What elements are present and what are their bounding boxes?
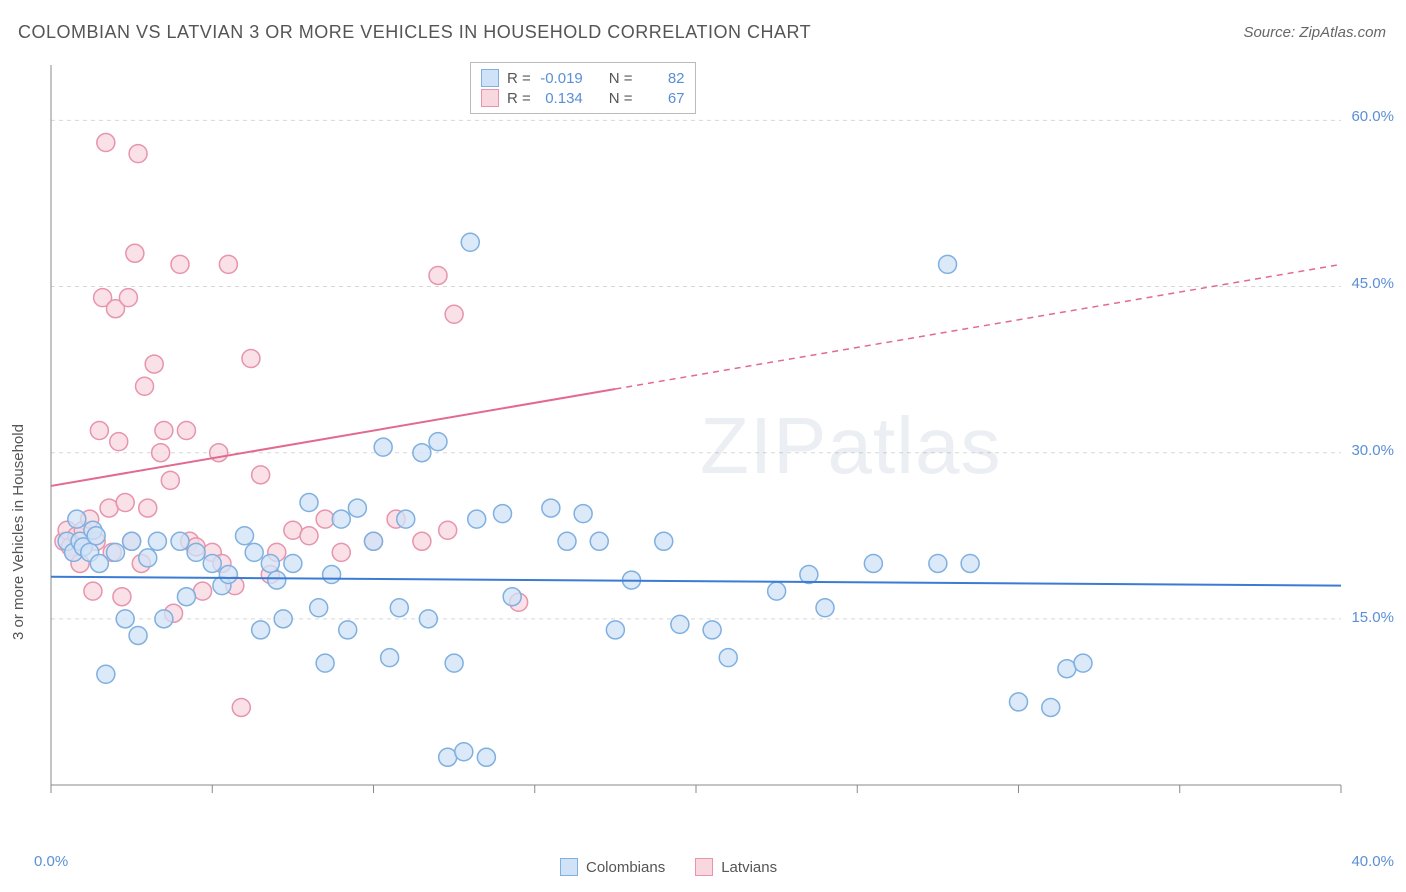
stats-row-latvians: R = 0.134 N = 67 (481, 89, 685, 107)
legend-swatch-latvians (695, 858, 713, 876)
legend: Colombians Latvians (560, 858, 777, 876)
n-label: N = (609, 70, 633, 87)
y-axis-label: 3 or more Vehicles in Household (10, 424, 27, 640)
y-tick-45: 45.0% (1351, 275, 1394, 292)
scatter-chart (46, 60, 1346, 810)
n-label-2: N = (609, 90, 633, 107)
legend-label-latvians: Latvians (721, 859, 777, 876)
stats-box: R = -0.019 N = 82 R = 0.134 N = 67 (470, 62, 696, 114)
stats-row-colombians: R = -0.019 N = 82 (481, 69, 685, 87)
legend-item-latvians: Latvians (695, 858, 777, 876)
y-tick-15: 15.0% (1351, 609, 1394, 626)
legend-label-colombians: Colombians (586, 859, 665, 876)
chart-title: COLOMBIAN VS LATVIAN 3 OR MORE VEHICLES … (18, 22, 811, 43)
r-label-2: R = (507, 90, 531, 107)
swatch-colombians (481, 69, 499, 87)
x-tick-0: 0.0% (34, 853, 68, 870)
source-label: Source: ZipAtlas.com (1243, 24, 1386, 41)
n-value-colombians: 82 (641, 70, 685, 87)
r-value-latvians: 0.134 (539, 90, 583, 107)
swatch-latvians (481, 89, 499, 107)
n-value-latvians: 67 (641, 90, 685, 107)
r-label: R = (507, 70, 531, 87)
y-tick-30: 30.0% (1351, 442, 1394, 459)
y-tick-60: 60.0% (1351, 108, 1394, 125)
x-tick-40: 40.0% (1351, 853, 1394, 870)
chart-area (46, 60, 1346, 810)
r-value-colombians: -0.019 (539, 70, 583, 87)
legend-item-colombians: Colombians (560, 858, 665, 876)
legend-swatch-colombians (560, 858, 578, 876)
